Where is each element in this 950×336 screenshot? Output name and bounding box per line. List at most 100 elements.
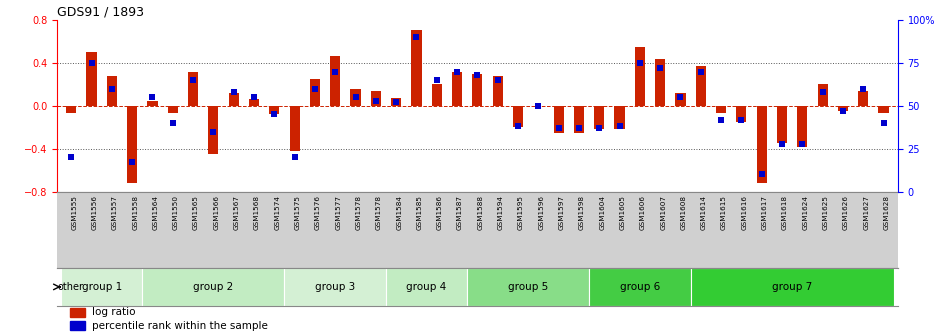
Bar	[472, 74, 483, 106]
Point	[84, 60, 99, 66]
Point	[633, 60, 648, 66]
Bar	[777, 106, 787, 143]
Bar	[331, 55, 340, 106]
Bar	[249, 99, 259, 106]
Text: GSM1577: GSM1577	[335, 196, 341, 230]
Text: GSM1588: GSM1588	[477, 196, 484, 230]
Point	[307, 86, 322, 91]
Text: GSM1596: GSM1596	[539, 196, 544, 230]
Text: GSM1574: GSM1574	[275, 196, 280, 230]
Bar	[797, 106, 808, 146]
Point	[469, 72, 484, 78]
Point	[246, 95, 261, 100]
Bar	[370, 91, 381, 106]
Bar	[554, 106, 563, 133]
Bar	[493, 76, 503, 106]
Bar	[142, 268, 284, 306]
Text: GSM1557: GSM1557	[112, 196, 118, 230]
Bar	[168, 106, 178, 114]
Text: group 6: group 6	[619, 282, 660, 292]
Point	[835, 108, 850, 114]
Text: GSM1595: GSM1595	[518, 196, 524, 230]
Point	[571, 126, 586, 131]
Point	[795, 141, 810, 146]
Point	[287, 155, 302, 160]
Bar	[675, 93, 686, 106]
Point	[64, 155, 79, 160]
Text: GSM1585: GSM1585	[416, 196, 423, 230]
Bar	[818, 84, 827, 106]
Text: GSM1575: GSM1575	[294, 196, 300, 230]
Point	[490, 78, 505, 83]
Text: GSM1625: GSM1625	[823, 196, 828, 230]
Text: GSM1578: GSM1578	[355, 196, 362, 230]
Text: GSM1576: GSM1576	[314, 196, 321, 230]
Bar	[391, 98, 401, 106]
Bar	[208, 106, 219, 154]
Text: GSM1567: GSM1567	[234, 196, 239, 230]
Text: GSM1566: GSM1566	[214, 196, 219, 230]
Bar	[691, 268, 894, 306]
Bar	[69, 308, 85, 317]
Bar	[589, 268, 691, 306]
Point	[348, 95, 363, 100]
Text: GSM1626: GSM1626	[843, 196, 849, 230]
Point	[531, 103, 546, 109]
Bar	[411, 30, 422, 106]
Point	[551, 126, 566, 131]
Text: GSM1604: GSM1604	[599, 196, 605, 230]
Text: GSM1586: GSM1586	[437, 196, 443, 230]
Text: group 3: group 3	[315, 282, 355, 292]
Point	[185, 78, 200, 83]
Bar	[188, 72, 199, 106]
Text: GSM1556: GSM1556	[91, 196, 98, 230]
Text: GSM1605: GSM1605	[619, 196, 625, 230]
Text: GSM1616: GSM1616	[741, 196, 748, 230]
Bar	[838, 106, 848, 111]
Point	[104, 86, 120, 91]
Bar	[351, 89, 361, 106]
Bar	[452, 72, 462, 106]
Text: GSM1565: GSM1565	[193, 196, 200, 230]
Point	[774, 141, 789, 146]
Bar	[756, 106, 767, 183]
Bar	[879, 106, 888, 114]
Point	[124, 160, 140, 165]
Text: GSM1628: GSM1628	[884, 196, 889, 230]
Text: group 4: group 4	[407, 282, 446, 292]
Text: GSM1627: GSM1627	[864, 196, 869, 230]
Bar	[284, 268, 386, 306]
Text: GSM1607: GSM1607	[660, 196, 666, 230]
Bar	[386, 268, 467, 306]
Point	[733, 117, 749, 122]
Bar	[635, 47, 645, 106]
Bar	[574, 106, 584, 133]
Point	[226, 89, 241, 95]
Point	[429, 78, 445, 83]
Text: other: other	[57, 282, 84, 292]
Text: group 5: group 5	[508, 282, 548, 292]
Point	[389, 100, 404, 105]
Bar	[66, 106, 76, 114]
Point	[754, 172, 770, 177]
Text: percentile rank within the sample: percentile rank within the sample	[92, 321, 268, 331]
Bar	[86, 52, 97, 106]
Bar	[716, 106, 726, 114]
Text: GSM1598: GSM1598	[579, 196, 585, 230]
Point	[673, 95, 688, 100]
Point	[856, 86, 871, 91]
Point	[408, 35, 424, 40]
Point	[328, 69, 343, 74]
Point	[267, 112, 282, 117]
Text: GSM1618: GSM1618	[782, 196, 788, 230]
Bar	[290, 106, 299, 151]
Text: GSM1594: GSM1594	[498, 196, 504, 230]
Text: GSM1587: GSM1587	[457, 196, 463, 230]
Bar	[69, 322, 85, 330]
Bar	[106, 76, 117, 106]
Text: GSM1578: GSM1578	[376, 196, 382, 230]
Point	[206, 129, 221, 134]
Text: GSM1568: GSM1568	[254, 196, 260, 230]
Text: GSM1597: GSM1597	[559, 196, 564, 230]
Point	[369, 98, 384, 103]
